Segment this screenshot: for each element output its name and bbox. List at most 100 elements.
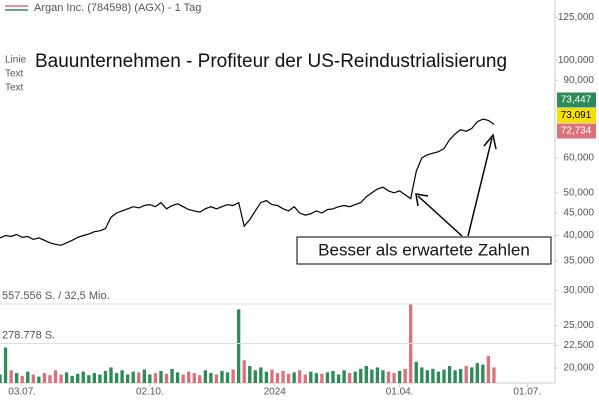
y-tick-label: 22,500 <box>563 340 594 351</box>
volume-bar <box>442 369 446 383</box>
x-tick-label: 02.10. <box>136 387 164 398</box>
volume-bar <box>359 368 363 383</box>
x-tick-label: 01.04. <box>386 387 414 398</box>
volume-bar <box>20 375 24 383</box>
volume-bar <box>14 373 19 383</box>
volume-bar <box>153 373 158 383</box>
y-tick-label: 60,000 <box>563 153 594 164</box>
volume-bar <box>9 370 13 383</box>
volume-bar <box>314 373 319 383</box>
volume-bar <box>303 374 307 383</box>
volume-bar <box>142 369 146 383</box>
annotation: Besser als erwartete Zahlen <box>318 240 530 259</box>
volume-bar <box>436 371 441 383</box>
volume-bar <box>148 374 152 383</box>
volume-bar <box>236 309 241 383</box>
chart-header: Argan Inc. (784598) (AGX) - 1 Tag <box>34 2 201 14</box>
volume-bar <box>181 374 185 383</box>
volume-bar <box>53 370 58 383</box>
volume-bar <box>253 370 257 383</box>
volume-bar <box>414 361 418 383</box>
volume-bar <box>286 373 291 383</box>
volume-bar <box>164 373 169 383</box>
volume-bar <box>264 371 269 383</box>
x-tick-label: 03.07. <box>8 387 36 398</box>
y-tick-label: 125,000 <box>558 12 595 23</box>
volume-tick-label: 278.778 S. <box>2 329 55 341</box>
volume-bar <box>364 365 368 383</box>
volume-bar <box>342 370 346 383</box>
volume-bar <box>259 367 263 383</box>
chart-title: Bauunternehmen - Profiteur der US-Reindu… <box>35 51 507 72</box>
volume-bar <box>453 370 457 383</box>
volume-bar <box>198 375 202 383</box>
arrows <box>415 133 497 237</box>
y-tick-label: 90,000 <box>563 75 594 86</box>
volume-bar <box>220 370 224 383</box>
annotation-box <box>296 236 552 265</box>
volume-bar <box>325 372 330 383</box>
y-tick-label: 50,000 <box>563 187 594 198</box>
volume-bar <box>131 371 135 383</box>
volume-bar <box>470 367 474 383</box>
volume-bar <box>76 373 80 383</box>
volume-bar <box>175 372 180 383</box>
volume-bar <box>59 374 63 383</box>
legend-label: Text <box>5 69 24 80</box>
y-tick-label: 45,000 <box>563 208 594 219</box>
y-tick-label: 35,000 <box>563 256 594 267</box>
y-tick-label: 40,000 <box>563 230 594 241</box>
volume-bar <box>225 372 230 383</box>
volume-bar <box>403 368 407 383</box>
volume-bar <box>375 367 380 383</box>
volume-bar <box>31 374 35 383</box>
volume-bar <box>347 373 352 383</box>
volume-bar <box>48 375 52 383</box>
volume-bar <box>92 373 97 383</box>
y-tick-label: 100,000 <box>558 55 595 66</box>
volume-bar <box>214 374 219 383</box>
volume-bar <box>275 373 280 383</box>
price-label-box <box>557 123 596 139</box>
legend-label: Linie <box>5 55 27 66</box>
volume-bar <box>231 369 235 383</box>
volume-bar <box>486 356 491 383</box>
y-tick-label: 30,000 <box>563 285 594 296</box>
volume-bar <box>70 375 74 383</box>
volume-bar <box>0 374 2 383</box>
volume-bar <box>248 365 252 383</box>
volume-bar <box>203 370 208 383</box>
volume-bar <box>492 367 496 383</box>
volume-bar <box>103 370 108 383</box>
y-tick-label: 25,000 <box>563 320 594 331</box>
volume-bar <box>98 374 102 383</box>
volume-bar <box>336 374 341 383</box>
price-label-box <box>557 108 596 123</box>
volume-bar <box>3 347 8 383</box>
volume-bar <box>464 365 468 383</box>
price-label-box <box>557 92 596 108</box>
volume-bar <box>292 372 296 383</box>
volume-bar <box>125 374 130 383</box>
volume-bar <box>64 372 69 383</box>
volume-bar <box>447 365 452 383</box>
volume-bar <box>120 370 124 383</box>
volume-bar <box>114 373 119 383</box>
volume-bar <box>87 375 91 383</box>
volume-bar <box>425 370 430 383</box>
volume-bar <box>386 371 391 383</box>
volume-bar <box>309 371 313 383</box>
y-tick-label: 20,000 <box>563 363 594 374</box>
volume-bar <box>281 370 285 383</box>
volume-bar <box>37 376 41 383</box>
volume-bar <box>331 370 335 383</box>
volume-bar <box>159 370 163 383</box>
volume-bar <box>431 368 435 383</box>
price-label: 72,734 <box>561 126 592 137</box>
price-label: 73,091 <box>561 110 592 121</box>
volume-bar <box>381 370 385 383</box>
volume-bar <box>270 369 274 383</box>
price-label: 73,447 <box>561 95 592 106</box>
volume-bar <box>81 371 85 383</box>
volume-bar <box>420 367 424 383</box>
